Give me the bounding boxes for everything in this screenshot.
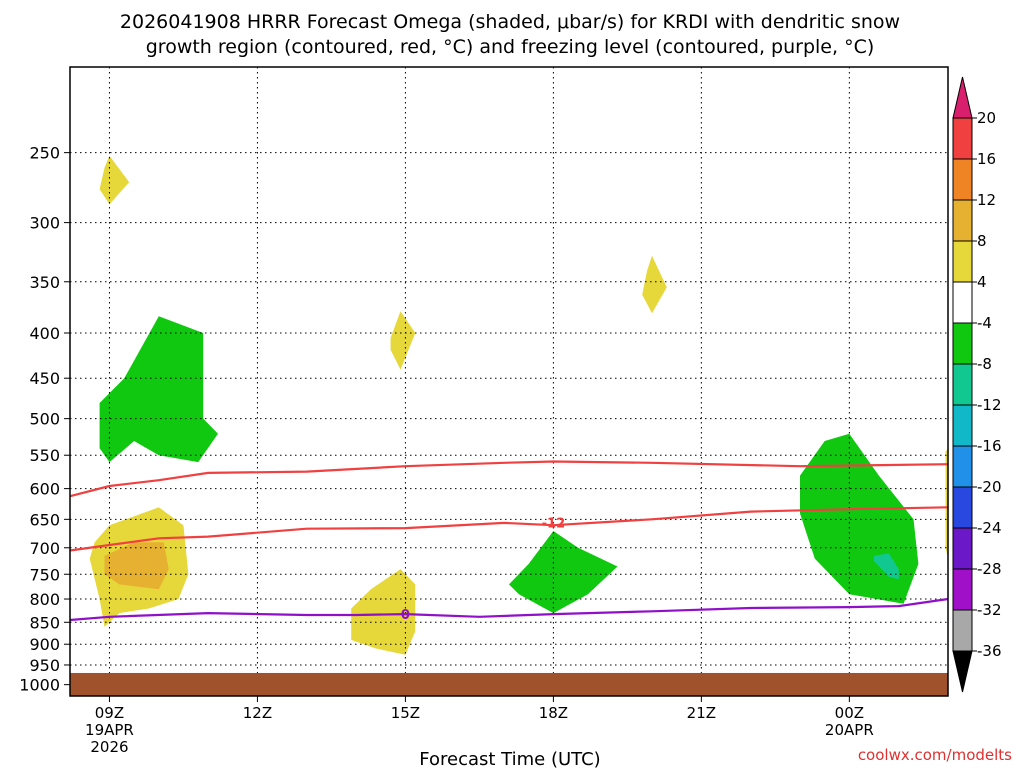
x-tick-label-9-0: 09Z — [95, 704, 124, 722]
colorbar-bin-7 — [952, 363, 973, 406]
colorbar-bin-9 — [952, 445, 973, 488]
omega-region-4 — [351, 569, 416, 655]
colorbar-label-3: 8 — [977, 232, 987, 250]
x-tick-label-9-1: 19APR — [85, 721, 134, 739]
colorbar-label-11: -28 — [977, 560, 1002, 578]
omega-colorbar: 20 16 12 8 4 -4 -8 -12 -16 -20 -24 -28 -32 -36 — [952, 76, 1002, 693]
y-tick-label-350: 350 — [29, 273, 60, 292]
colorbar-bin-10 — [952, 486, 973, 529]
x-tick-label-12-0: 12Z — [243, 704, 272, 722]
colorbar-label-10: -24 — [977, 519, 1002, 537]
x-tick-label-15-0: 15Z — [391, 704, 420, 722]
colorbar-label-6: -8 — [977, 355, 992, 373]
y-tick-label-300: 300 — [29, 214, 60, 233]
contour-line-2 — [69, 597, 949, 622]
colorbar-bin-1 — [952, 117, 973, 160]
x-tick-label-9-2: 2026 — [90, 738, 128, 756]
y-tick-label-600: 600 — [29, 480, 60, 499]
y-tick-label-750: 750 — [29, 565, 60, 584]
colorbar-label-12: -32 — [977, 601, 1002, 619]
omega-region-6 — [104, 542, 169, 590]
contour-line-1 — [69, 506, 949, 552]
colorbar-bin-12 — [952, 568, 973, 611]
colorbar-bin-4 — [952, 240, 973, 283]
omega-region-10 — [874, 553, 899, 580]
contour-line-0 — [69, 460, 949, 498]
colorbar-bin-13 — [952, 609, 973, 652]
y-tick-label-850: 850 — [29, 613, 60, 632]
colorbar-label-1: 16 — [977, 150, 996, 168]
colorbar-bottom-arrow — [952, 650, 973, 693]
omega-region-8 — [509, 531, 618, 614]
contour-label-2: 0 — [401, 608, 410, 623]
y-tick-label-800: 800 — [29, 590, 60, 609]
y-tick-label-1000: 1000 — [19, 676, 60, 695]
colorbar-bin-11 — [952, 527, 973, 570]
y-tick-label-950: 950 — [29, 656, 60, 675]
omega-region-2 — [642, 255, 667, 314]
colorbar-label-4: 4 — [977, 273, 987, 291]
terrain-ground-band — [70, 672, 948, 696]
colorbar-bin-6 — [952, 322, 973, 365]
chart-title-line-1: 2026041908 HRRR Forecast Omega (shaded, … — [120, 11, 900, 33]
contour-label-1: -12 — [542, 516, 566, 531]
omega-region-9 — [800, 433, 919, 604]
x-tick-label-18-0: 18Z — [539, 704, 568, 722]
colorbar-label-2: 12 — [977, 191, 996, 209]
colorbar-top-arrow — [952, 76, 973, 119]
y-tick-label-400: 400 — [29, 324, 60, 343]
plot-frame — [69, 66, 949, 697]
y-tick-label-250: 250 — [29, 144, 60, 163]
plot-area: -12 0 — [69, 66, 949, 697]
y-tick-label-700: 700 — [29, 539, 60, 558]
colorbar-bin-5 — [952, 281, 973, 324]
y-tick-label-650: 650 — [29, 510, 60, 529]
chart-title-line-2: growth region (contoured, red, °C) and f… — [146, 36, 875, 58]
x-tick-label-24-1: 20APR — [825, 721, 874, 739]
omega-region-1 — [390, 311, 416, 370]
colorbar-bin-8 — [952, 404, 973, 447]
colorbar-bin-3 — [952, 199, 973, 242]
omega-region-7 — [99, 316, 218, 463]
y-tick-label-550: 550 — [29, 446, 60, 465]
colorbar-label-5: -4 — [977, 314, 992, 332]
colorbar-label-8: -16 — [977, 437, 1002, 455]
credit-text: coolwx.com/modelts — [858, 746, 1012, 764]
x-tick-label-21-0: 21Z — [687, 704, 716, 722]
colorbar-label-0: 20 — [977, 109, 996, 127]
y-tick-label-450: 450 — [29, 369, 60, 388]
colorbar-label-13: -36 — [977, 642, 1002, 660]
colorbar-bin-2 — [952, 158, 973, 201]
omega-region-0 — [99, 155, 130, 205]
colorbar-label-9: -20 — [977, 478, 1002, 496]
colorbar-label-7: -12 — [977, 396, 1002, 414]
y-tick-label-900: 900 — [29, 635, 60, 654]
x-tick-label-24-0: 00Z — [835, 704, 864, 722]
y-tick-label-500: 500 — [29, 410, 60, 429]
x-axis-label: Forecast Time (UTC) — [419, 749, 600, 768]
